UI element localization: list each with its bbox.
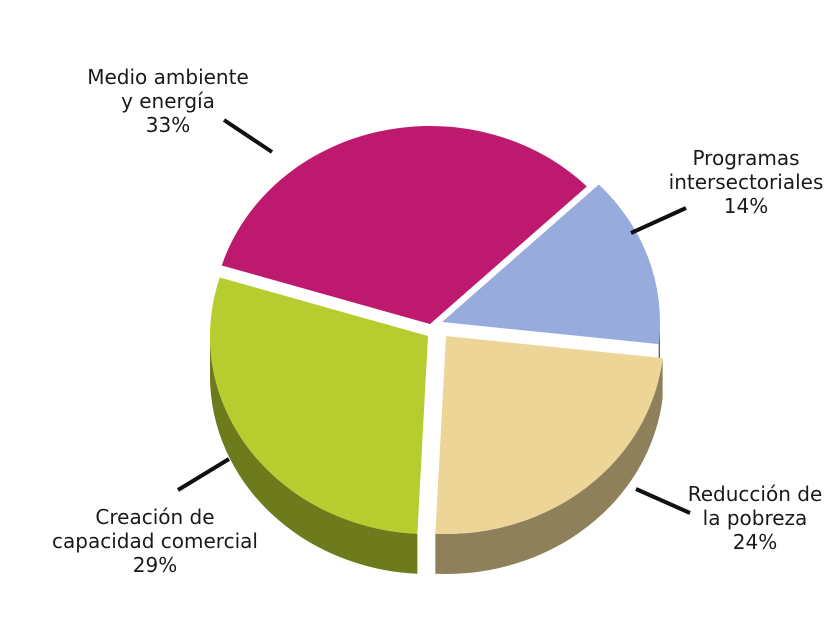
- leader-line-programas: [630, 206, 687, 235]
- slice-label-line: la pobreza: [702, 506, 808, 530]
- slice-label-line: intersectoriales: [668, 170, 824, 194]
- slice-label-line: y energía: [121, 89, 215, 113]
- slice-label-reduccion: Reducción de la pobreza 24%: [685, 482, 825, 554]
- pie-slice-medio: [221, 125, 587, 324]
- pie-slice-programas: [442, 184, 660, 345]
- leader-line-medio: [222, 118, 274, 154]
- slice-percent: 24%: [732, 530, 778, 554]
- slice-label-medio: Medio ambiente y energía 33%: [78, 65, 258, 137]
- slice-label-line: Creación de: [95, 505, 215, 529]
- pie-slice-side-creacion: [210, 336, 418, 574]
- leader-lines: [176, 118, 691, 515]
- pie-slice-side-reduccion: [435, 358, 663, 574]
- slice-label-programas: Programas intersectoriales 14%: [666, 146, 826, 218]
- slice-percent: 14%: [723, 194, 769, 218]
- pie-slice-creacion: [210, 277, 428, 534]
- leader-line-creacion: [176, 457, 231, 492]
- leader-line-reduccion: [635, 487, 691, 515]
- pie-slice-reduccion: [435, 336, 663, 534]
- slice-label-creacion: Creación de capacidad comercial 29%: [40, 505, 270, 577]
- slice-label-line: Medio ambiente: [87, 65, 249, 89]
- slice-label-line: Reducción de: [687, 482, 823, 506]
- slice-label-line: capacidad comercial: [52, 529, 258, 553]
- slice-percent: 29%: [132, 553, 178, 577]
- slice-label-line: Programas: [692, 146, 800, 170]
- slice-percent: 33%: [145, 113, 191, 137]
- pie-top-layer: [210, 125, 663, 534]
